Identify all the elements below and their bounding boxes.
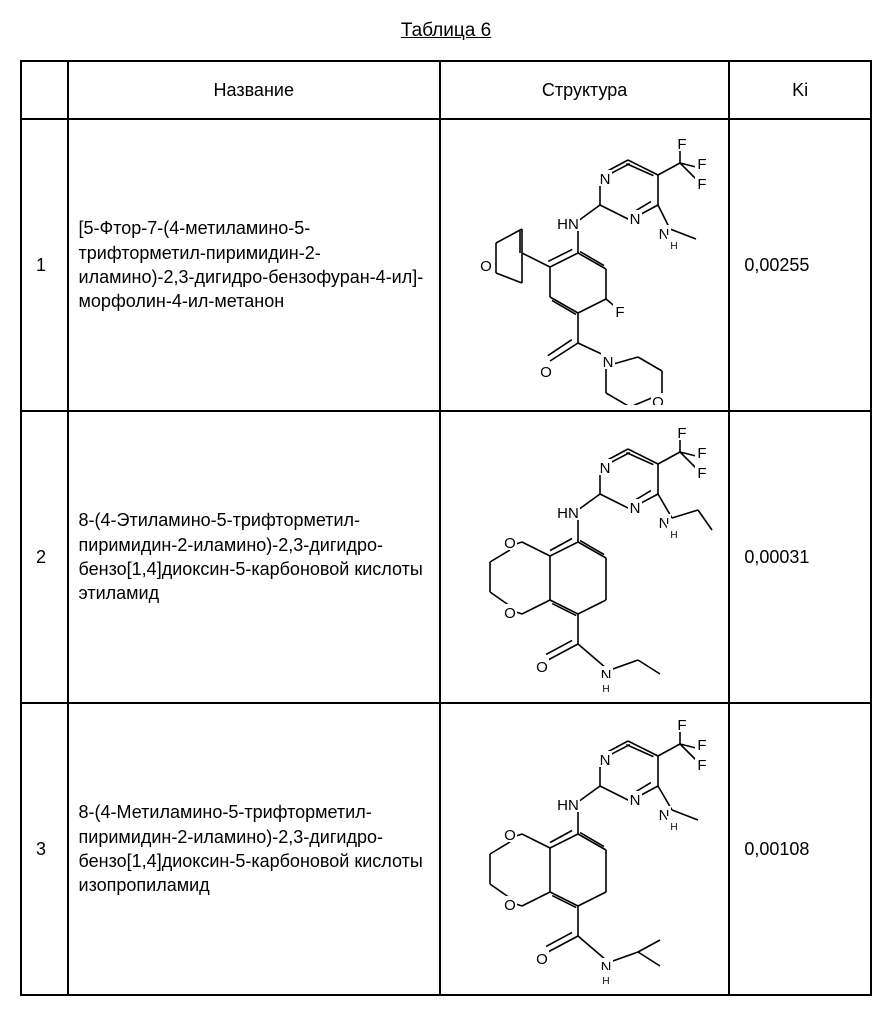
svg-text:O: O xyxy=(504,605,516,622)
svg-text:F: F xyxy=(697,176,706,193)
compound-name: [5-Фтор-7-(4-метиламино-5-трифторметил-п… xyxy=(68,119,440,411)
svg-text:F: F xyxy=(697,737,706,754)
header-name: Название xyxy=(68,61,440,119)
svg-text:H: H xyxy=(602,684,609,695)
header-idx xyxy=(21,61,68,119)
compound-name: 8-(4-Этиламино-5-трифторметил-пиримидин-… xyxy=(68,411,440,703)
svg-text:F: F xyxy=(697,156,706,173)
table-title: Таблица 6 xyxy=(20,20,872,42)
svg-text:O: O xyxy=(536,951,548,968)
row-index: 3 xyxy=(21,703,68,995)
svg-text:N: N xyxy=(599,460,610,477)
svg-text:O: O xyxy=(504,897,516,914)
svg-text:HN: HN xyxy=(557,797,579,814)
table-row: 38-(4-Метиламино-5-трифторметил-пиримиди… xyxy=(21,703,871,995)
svg-text:H: H xyxy=(670,241,677,252)
ki-value: 0,00108 xyxy=(729,703,871,995)
svg-text:N: N xyxy=(602,354,613,371)
compound-structure: FFFNNNHHNOOONH xyxy=(440,703,729,995)
header-ki: Ki xyxy=(729,61,871,119)
svg-text:N: N xyxy=(599,171,610,188)
svg-text:F: F xyxy=(677,425,686,442)
table-row: 28-(4-Этиламино-5-трифторметил-пиримидин… xyxy=(21,411,871,703)
svg-text:O: O xyxy=(536,659,548,676)
compound-structure: FFFNNNHHNOOONH xyxy=(440,411,729,703)
svg-text:F: F xyxy=(615,304,624,321)
compound-name: 8-(4-Метиламино-5-трифторметил-пиримидин… xyxy=(68,703,440,995)
svg-text:N: N xyxy=(599,752,610,769)
svg-text:O: O xyxy=(652,394,664,405)
ki-value: 0,00031 xyxy=(729,411,871,703)
compound-table: Название Структура Ki 1[5-Фтор-7-(4-мети… xyxy=(20,60,872,996)
svg-text:H: H xyxy=(602,976,609,987)
svg-text:F: F xyxy=(697,445,706,462)
svg-text:O: O xyxy=(504,535,516,552)
svg-text:F: F xyxy=(677,717,686,734)
svg-text:N: N xyxy=(629,792,640,809)
row-index: 1 xyxy=(21,119,68,411)
header-struct: Структура xyxy=(440,61,729,119)
compound-structure: FFFNNNHHNOFONO xyxy=(440,119,729,411)
svg-text:F: F xyxy=(697,465,706,482)
svg-text:O: O xyxy=(480,258,492,275)
ki-value: 0,00255 xyxy=(729,119,871,411)
svg-text:H: H xyxy=(670,530,677,541)
svg-text:HN: HN xyxy=(557,216,579,233)
header-row: Название Структура Ki xyxy=(21,61,871,119)
svg-text:HN: HN xyxy=(557,505,579,522)
row-index: 2 xyxy=(21,411,68,703)
svg-text:H: H xyxy=(670,822,677,833)
svg-text:O: O xyxy=(504,827,516,844)
svg-text:N: N xyxy=(629,500,640,517)
svg-text:O: O xyxy=(540,364,552,381)
svg-text:F: F xyxy=(677,136,686,153)
svg-text:F: F xyxy=(697,757,706,774)
table-row: 1[5-Фтор-7-(4-метиламино-5-трифторметил-… xyxy=(21,119,871,411)
svg-text:N: N xyxy=(629,211,640,228)
